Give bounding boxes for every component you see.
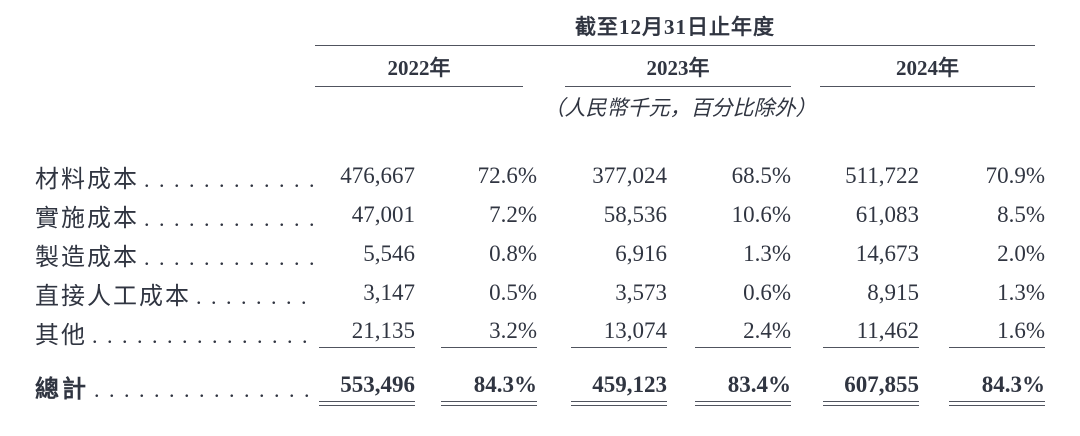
- percent-2023: 2.4%: [667, 313, 791, 352]
- percent-2024: 8.5%: [997, 201, 1045, 227]
- amount-2022: 21,135: [315, 313, 415, 352]
- header-unit-row: （人民幣千元，百分比除外）: [35, 87, 1045, 157]
- amount-2024: 8,915: [867, 279, 919, 305]
- dot-leader: . . . . . . . . . . . . . . . . . . . . …: [144, 206, 315, 231]
- total-percent-2023: 83.4%: [667, 352, 791, 407]
- percent-2023: 68.5%: [731, 162, 791, 188]
- table-row-implementation-cost: 實施成本 . . . . . . . . . . . . . . . . . .…: [35, 196, 1045, 235]
- total-amount-2024: 607,855: [791, 352, 919, 407]
- percent-2023: 1.3%: [743, 240, 791, 266]
- cost-of-sales-table: 截至12月31日止年度 2022年 2023年 2024年 （人民幣千元，百分比…: [35, 12, 1045, 407]
- amount-2023: 13,074: [537, 313, 667, 352]
- table-row-direct-labor-cost: 直接人工成本 . . . . . . . . . . . . . . . . .…: [35, 274, 1045, 313]
- total-percent-2022: 84.3%: [415, 352, 537, 407]
- header-spacer: [35, 46, 315, 87]
- table-row-material-cost: 材料成本 . . . . . . . . . . . . . . . . . .…: [35, 157, 1045, 196]
- row-label: 直接人工成本: [35, 284, 191, 310]
- dot-leader: . . . . . . . . . . . . . . . . . . . . …: [92, 323, 315, 348]
- percent-2024: 1.3%: [997, 279, 1045, 305]
- row-label: 材料成本: [35, 167, 139, 193]
- percent-2023: 10.6%: [731, 201, 791, 227]
- dot-leader: . . . . . . . . . . . . . . . . . . . . …: [196, 284, 315, 309]
- table-row-total: 總計 . . . . . . . . . . . . . . . . . . .…: [35, 352, 1045, 407]
- header-years-row: 2022年 2023年 2024年: [35, 46, 1045, 87]
- year-2022-header: 2022年: [315, 46, 523, 87]
- amount-2022: 476,667: [340, 162, 415, 188]
- header-period-row: 截至12月31日止年度: [35, 12, 1045, 46]
- unit-note: （人民幣千元，百分比除外）: [543, 96, 817, 120]
- year-2023-header: 2023年: [565, 46, 791, 87]
- percent-2022: 3.2%: [415, 313, 537, 352]
- amount-2024: 11,462: [791, 313, 919, 352]
- amount-2023: 377,024: [592, 162, 667, 188]
- percent-2024: 70.9%: [985, 162, 1045, 188]
- amount-2022: 47,001: [351, 201, 415, 227]
- amount-2024: 511,722: [845, 162, 919, 188]
- total-amount-2022: 553,496: [315, 352, 415, 407]
- total-row-label: 總計: [35, 376, 89, 403]
- header-spacer: [35, 87, 315, 157]
- dot-leader: . . . . . . . . . . . . . . . . . . . . …: [144, 245, 315, 270]
- percent-2023: 0.6%: [743, 279, 791, 305]
- percent-2024: 1.6%: [919, 313, 1045, 352]
- amount-2024: 61,083: [855, 201, 919, 227]
- total-amount-2023: 459,123: [537, 352, 667, 407]
- amount-2023: 58,536: [603, 201, 667, 227]
- total-percent-2024: 84.3%: [919, 352, 1045, 407]
- row-label: 實施成本: [35, 206, 139, 232]
- amount-2022: 3,147: [363, 279, 415, 305]
- table-row-others: 其他 . . . . . . . . . . . . . . . . . . .…: [35, 313, 1045, 352]
- amount-2022: 5,546: [363, 240, 415, 266]
- row-label: 製造成本: [35, 245, 139, 271]
- percent-2022: 72.6%: [477, 162, 537, 188]
- percent-2022: 0.5%: [489, 279, 537, 305]
- percent-2024: 2.0%: [997, 240, 1045, 266]
- percent-2022: 7.2%: [489, 201, 537, 227]
- year-2024-header: 2024年: [820, 46, 1035, 87]
- amount-2023: 6,916: [615, 240, 667, 266]
- dot-leader: . . . . . . . . . . . . . . . . . . . . …: [144, 167, 315, 192]
- table-row-manufacturing-cost: 製造成本 . . . . . . . . . . . . . . . . . .…: [35, 235, 1045, 274]
- percent-2022: 0.8%: [489, 240, 537, 266]
- amount-2023: 3,573: [615, 279, 667, 305]
- row-label: 其他: [35, 323, 87, 349]
- period-title: 截至12月31日止年度: [315, 12, 1035, 46]
- header-spacer: [35, 12, 315, 46]
- amount-2024: 14,673: [855, 240, 919, 266]
- dot-leader: . . . . . . . . . . . . . . . . . . . . …: [94, 376, 315, 402]
